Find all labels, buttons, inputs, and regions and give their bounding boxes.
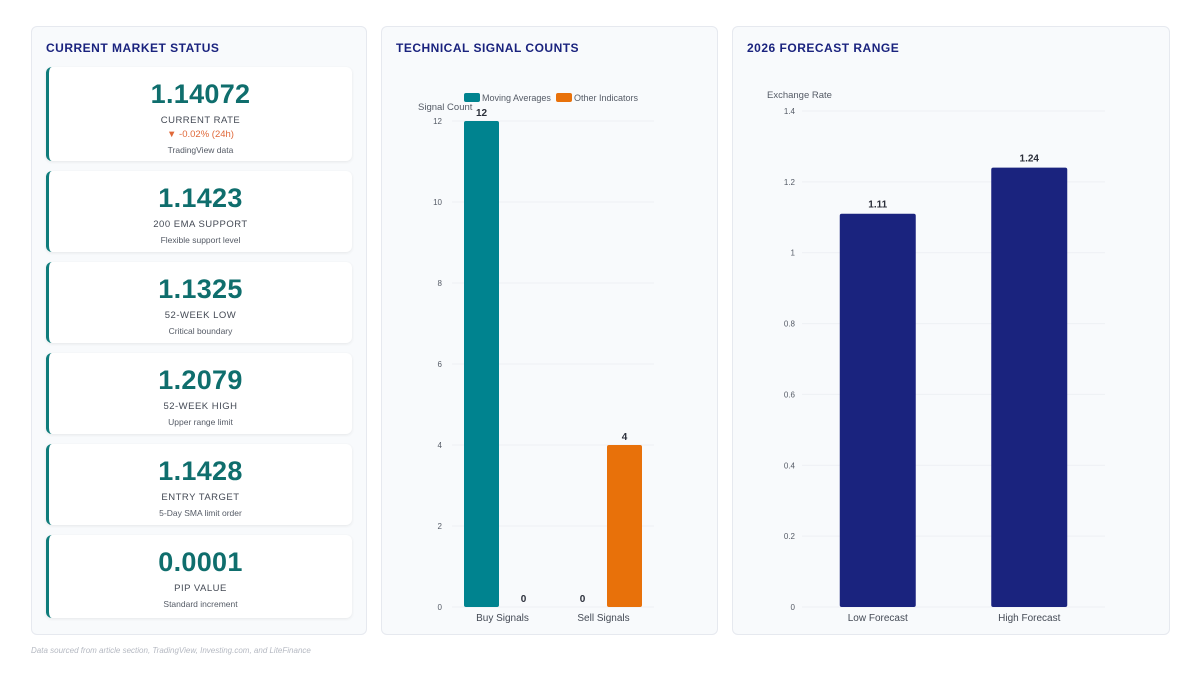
y-tick-label: 10 (433, 198, 442, 207)
y-tick-label: 2 (438, 522, 443, 531)
entry-target-sub: 5-Day SMA limit order (159, 508, 242, 518)
y-tick-label: 1 (791, 249, 796, 258)
y-tick-label: 1.4 (784, 107, 796, 116)
signal-counts-panel: TECHNICAL SIGNAL COUNTS 0 2 4 6 8 10 12 Signal … (381, 26, 718, 635)
week-high-label: 52-WEEK HIGH (163, 401, 238, 412)
week-high-card: 1.2079 52-WEEK HIGH Upper range limit (46, 353, 352, 434)
current-rate-change: ▼ -0.02% (24h) (167, 129, 234, 140)
x-tick-label: Buy Signals (476, 613, 529, 624)
bar (464, 121, 499, 607)
pip-value-value: 0.0001 (158, 547, 243, 577)
market-status-panel: CURRENT MARKET STATUS 1.14072 CURRENT RA… (31, 26, 367, 635)
forecast-range-chart: 0 0.2 0.4 0.6 0.8 1 1.2 1.4 Exchange Rate 1.11 Low… (767, 90, 1105, 624)
forecast-range-title: 2026 FORECAST RANGE (747, 41, 900, 55)
ema-support-sub: Flexible support level (160, 235, 241, 245)
entry-target-label: ENTRY TARGET (161, 492, 240, 503)
current-rate-card: 1.14072 CURRENT RATE ▼ -0.02% (24h) Trad… (46, 67, 352, 161)
week-low-value: 1.1325 (158, 274, 243, 304)
ema-support-value: 1.1423 (158, 183, 243, 213)
y-tick-label: 4 (438, 441, 443, 450)
legend-swatch (556, 93, 572, 102)
y-tick-label: 0.6 (784, 390, 796, 399)
forecast-bar (991, 167, 1068, 607)
forecast-range-panel: 2026 FORECAST RANGE 0 0.2 0.4 0.6 0.8 1 1.2 1.4… (732, 26, 1170, 635)
x-tick-label: Sell Signals (577, 613, 629, 624)
pip-value-label: PIP VALUE (174, 583, 227, 594)
entry-target-card: 1.1428 ENTRY TARGET 5-Day SMA limit orde… (46, 444, 352, 525)
y-tick-label: 1.2 (784, 178, 796, 187)
pip-value-card: 0.0001 PIP VALUE Standard increment (46, 535, 352, 618)
week-low-sub: Critical boundary (168, 326, 233, 336)
y-tick-label: 8 (438, 279, 443, 288)
week-low-card: 1.1325 52-WEEK LOW Critical boundary (46, 262, 352, 343)
current-rate-value: 1.14072 (150, 79, 251, 109)
y-tick-label: 12 (433, 117, 442, 126)
signal-counts-title: TECHNICAL SIGNAL COUNTS (396, 41, 580, 55)
x-tick-label: Low Forecast (848, 613, 908, 624)
legend-label: Moving Averages (482, 93, 551, 103)
week-low-label: 52-WEEK LOW (164, 310, 237, 321)
week-high-sub: Upper range limit (168, 417, 233, 427)
entry-target-value: 1.1428 (158, 456, 243, 486)
y-tick-label: 0.8 (784, 320, 796, 329)
y-tick-label: 0 (438, 603, 443, 612)
y-axis-title: Signal Count (418, 102, 473, 113)
bar-value-label: 0 (580, 594, 586, 605)
y-tick-label: 0.2 (784, 532, 796, 541)
x-tick-label: High Forecast (998, 613, 1060, 624)
current-rate-label: CURRENT RATE (160, 115, 241, 126)
pip-value-sub: Standard increment (163, 599, 238, 609)
bar-value-label: 1.24 (1020, 154, 1040, 165)
forecast-bar (839, 213, 916, 607)
market-status-title: CURRENT MARKET STATUS (46, 41, 220, 55)
y-tick-label: 0 (791, 603, 796, 612)
current-rate-source: TradingView data (167, 145, 234, 155)
ema-support-label: 200 EMA SUPPORT (153, 219, 248, 230)
week-high-value: 1.2079 (158, 365, 243, 395)
bar-value-label: 1.11 (868, 200, 887, 211)
y-tick-label: 6 (438, 360, 443, 369)
bar (607, 445, 642, 607)
bar-value-label: 0 (521, 594, 527, 605)
legend-label: Other Indicators (574, 93, 639, 103)
ema-support-card: 1.1423 200 EMA SUPPORT Flexible support … (46, 171, 352, 252)
bar-value-label: 12 (476, 108, 488, 119)
legend-swatch (464, 93, 480, 102)
y-axis-title: Exchange Rate (767, 90, 832, 101)
bar-value-label: 4 (622, 432, 628, 443)
y-tick-label: 0.4 (784, 461, 796, 470)
data-source-footnote: Data sourced from article section, Tradi… (31, 646, 311, 655)
